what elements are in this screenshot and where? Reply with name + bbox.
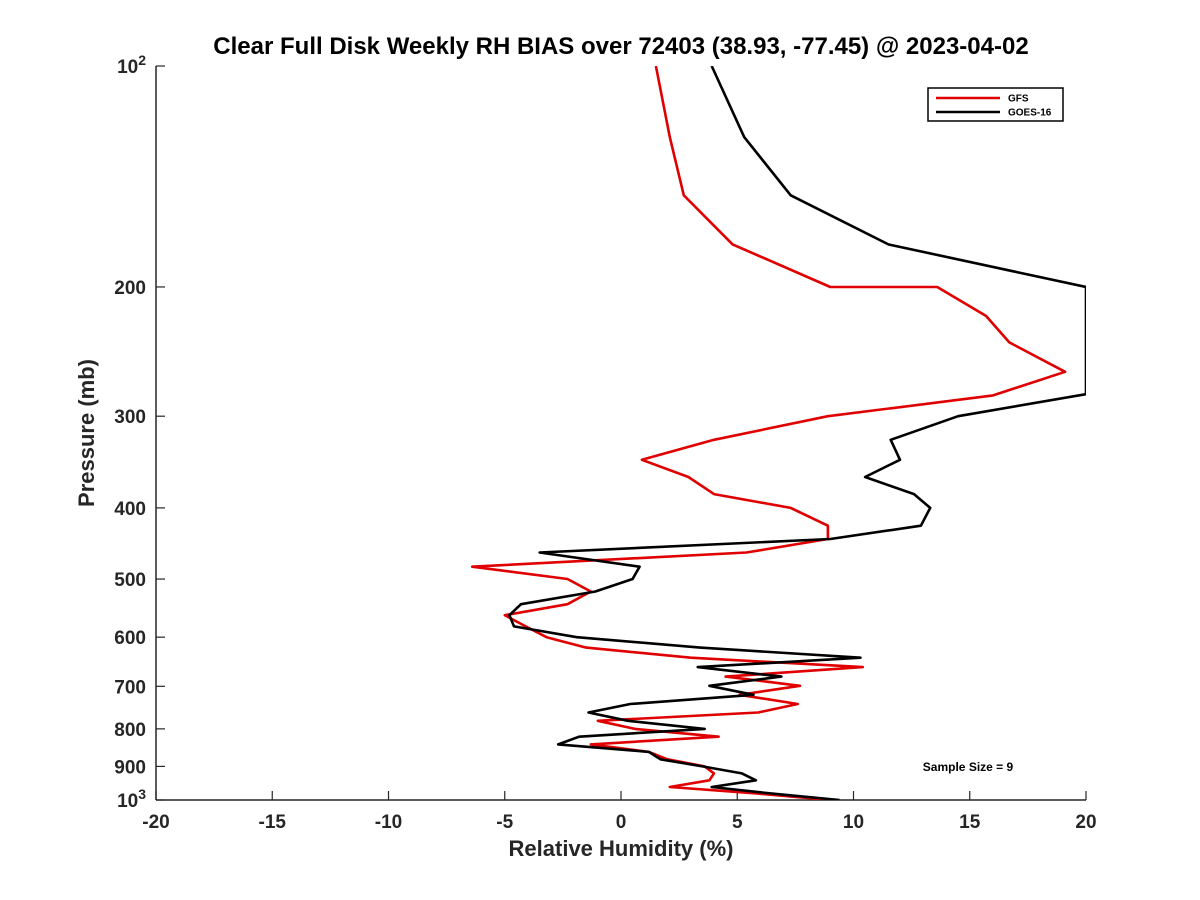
x-tick-label: -5 [496,812,513,833]
tick-marks: -20 -15 -10 -5 0 5 10 15 20 102 200 300 400 500 600 700… [114,52,1096,833]
series-line-gfs [470,66,1067,800]
y-tick-label: 300 [114,407,146,428]
x-tick-label: -10 [375,812,402,833]
x-tick-label: -20 [142,812,169,833]
y-tick-label: 400 [114,499,146,520]
plot-axes [155,66,1086,801]
legend-label-gfs: GFS [1008,94,1029,105]
y-tick-label: 102 [117,52,146,78]
y-tick-label: 800 [114,720,146,741]
series-line-goes-16 [508,66,1086,800]
x-tick-label: 0 [616,812,627,833]
legend: GFS GOES-16 [927,87,1064,122]
x-tick-label: 20 [1075,812,1096,833]
y-tick-label: 103 [117,786,146,812]
legend-label-goes-16: GOES-16 [1008,108,1052,119]
y-tick-label: 700 [114,677,146,698]
y-tick-label: 600 [114,628,146,649]
x-tick-label: 15 [959,812,981,833]
x-axis-label: Relative Humidity (%) [509,836,734,861]
sample-size-annotation: Sample Size = 9 [923,760,1014,774]
y-tick-label: 900 [114,757,146,778]
y-tick-label: 500 [114,570,146,591]
x-tick-label: 5 [732,812,743,833]
x-tick-label: 10 [843,812,864,833]
x-tick-label: -15 [259,812,287,833]
legend-box [927,87,1064,122]
y-axis-label: Pressure (mb) [74,359,99,507]
series-lines [470,66,1086,800]
chart-title: Clear Full Disk Weekly RH BIAS over 7240… [213,33,1028,60]
y-tick-label: 200 [114,278,146,299]
